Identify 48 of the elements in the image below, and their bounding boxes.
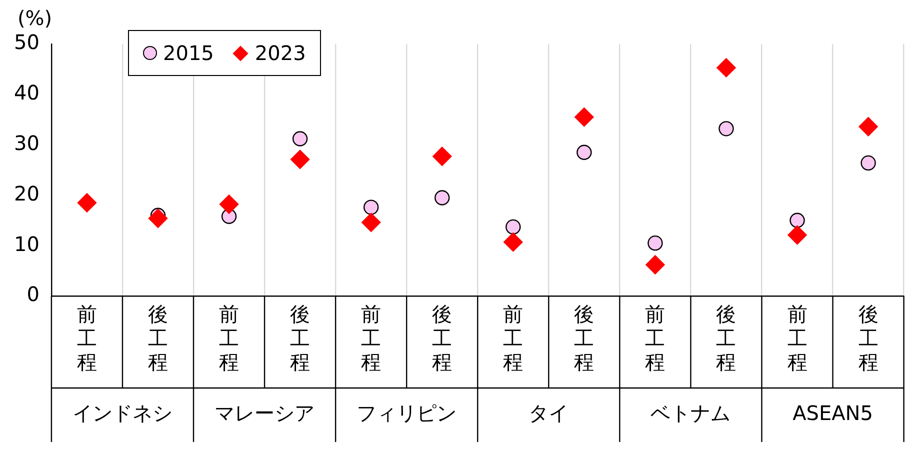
text: フィリピン (356, 401, 457, 426)
y-tick-label: 40 (14, 80, 40, 105)
point (290, 150, 310, 170)
x-tick-label: 後工程 (148, 302, 168, 374)
point (506, 219, 521, 235)
x-tick-label: 前工程 (787, 302, 808, 374)
y-tick-label: 50 (14, 30, 40, 54)
point (292, 131, 308, 146)
x-tick-label: 後工程 (716, 302, 736, 374)
text: インドネシ (72, 401, 172, 426)
point (576, 144, 592, 160)
point (219, 194, 239, 214)
legend-label: 2015 (163, 41, 214, 65)
x-tick-label: 後工程 (574, 302, 594, 374)
point (361, 212, 381, 232)
legend-label: 2023 (254, 41, 306, 65)
x-tick-label: 後工程 (290, 302, 310, 374)
x-tick-label: 後工程 (858, 302, 878, 374)
x-tick-label: 前工程 (219, 302, 240, 374)
point (148, 208, 168, 228)
text: タイ (528, 401, 569, 426)
text: ASEAN5 (792, 401, 873, 426)
point (788, 225, 807, 245)
point (716, 58, 736, 78)
text: ベトナム (650, 401, 731, 426)
point (646, 255, 665, 274)
point (363, 200, 379, 215)
x-tick-label: 後工程 (432, 302, 452, 374)
point (648, 235, 663, 251)
point (790, 212, 805, 228)
point (504, 232, 523, 252)
x-tick-label: 前工程 (361, 302, 382, 374)
y-tick-label: 0 (26, 282, 40, 306)
y-tick-label: 20 (14, 181, 40, 206)
x-tick-label: 前工程 (645, 302, 666, 374)
y-tick-label: 10 (14, 232, 40, 256)
point (434, 190, 450, 206)
y-tick-label: 30 (14, 131, 40, 156)
point (432, 146, 452, 166)
x-tick-label: 前工程 (76, 302, 97, 374)
point (858, 117, 878, 136)
text: マレーシア (214, 401, 315, 426)
x-tick-label: 前工程 (503, 302, 524, 374)
y-axis-title: (%) (17, 6, 52, 30)
point (574, 107, 594, 127)
point (718, 121, 734, 136)
point (77, 193, 97, 212)
point (860, 155, 876, 171)
